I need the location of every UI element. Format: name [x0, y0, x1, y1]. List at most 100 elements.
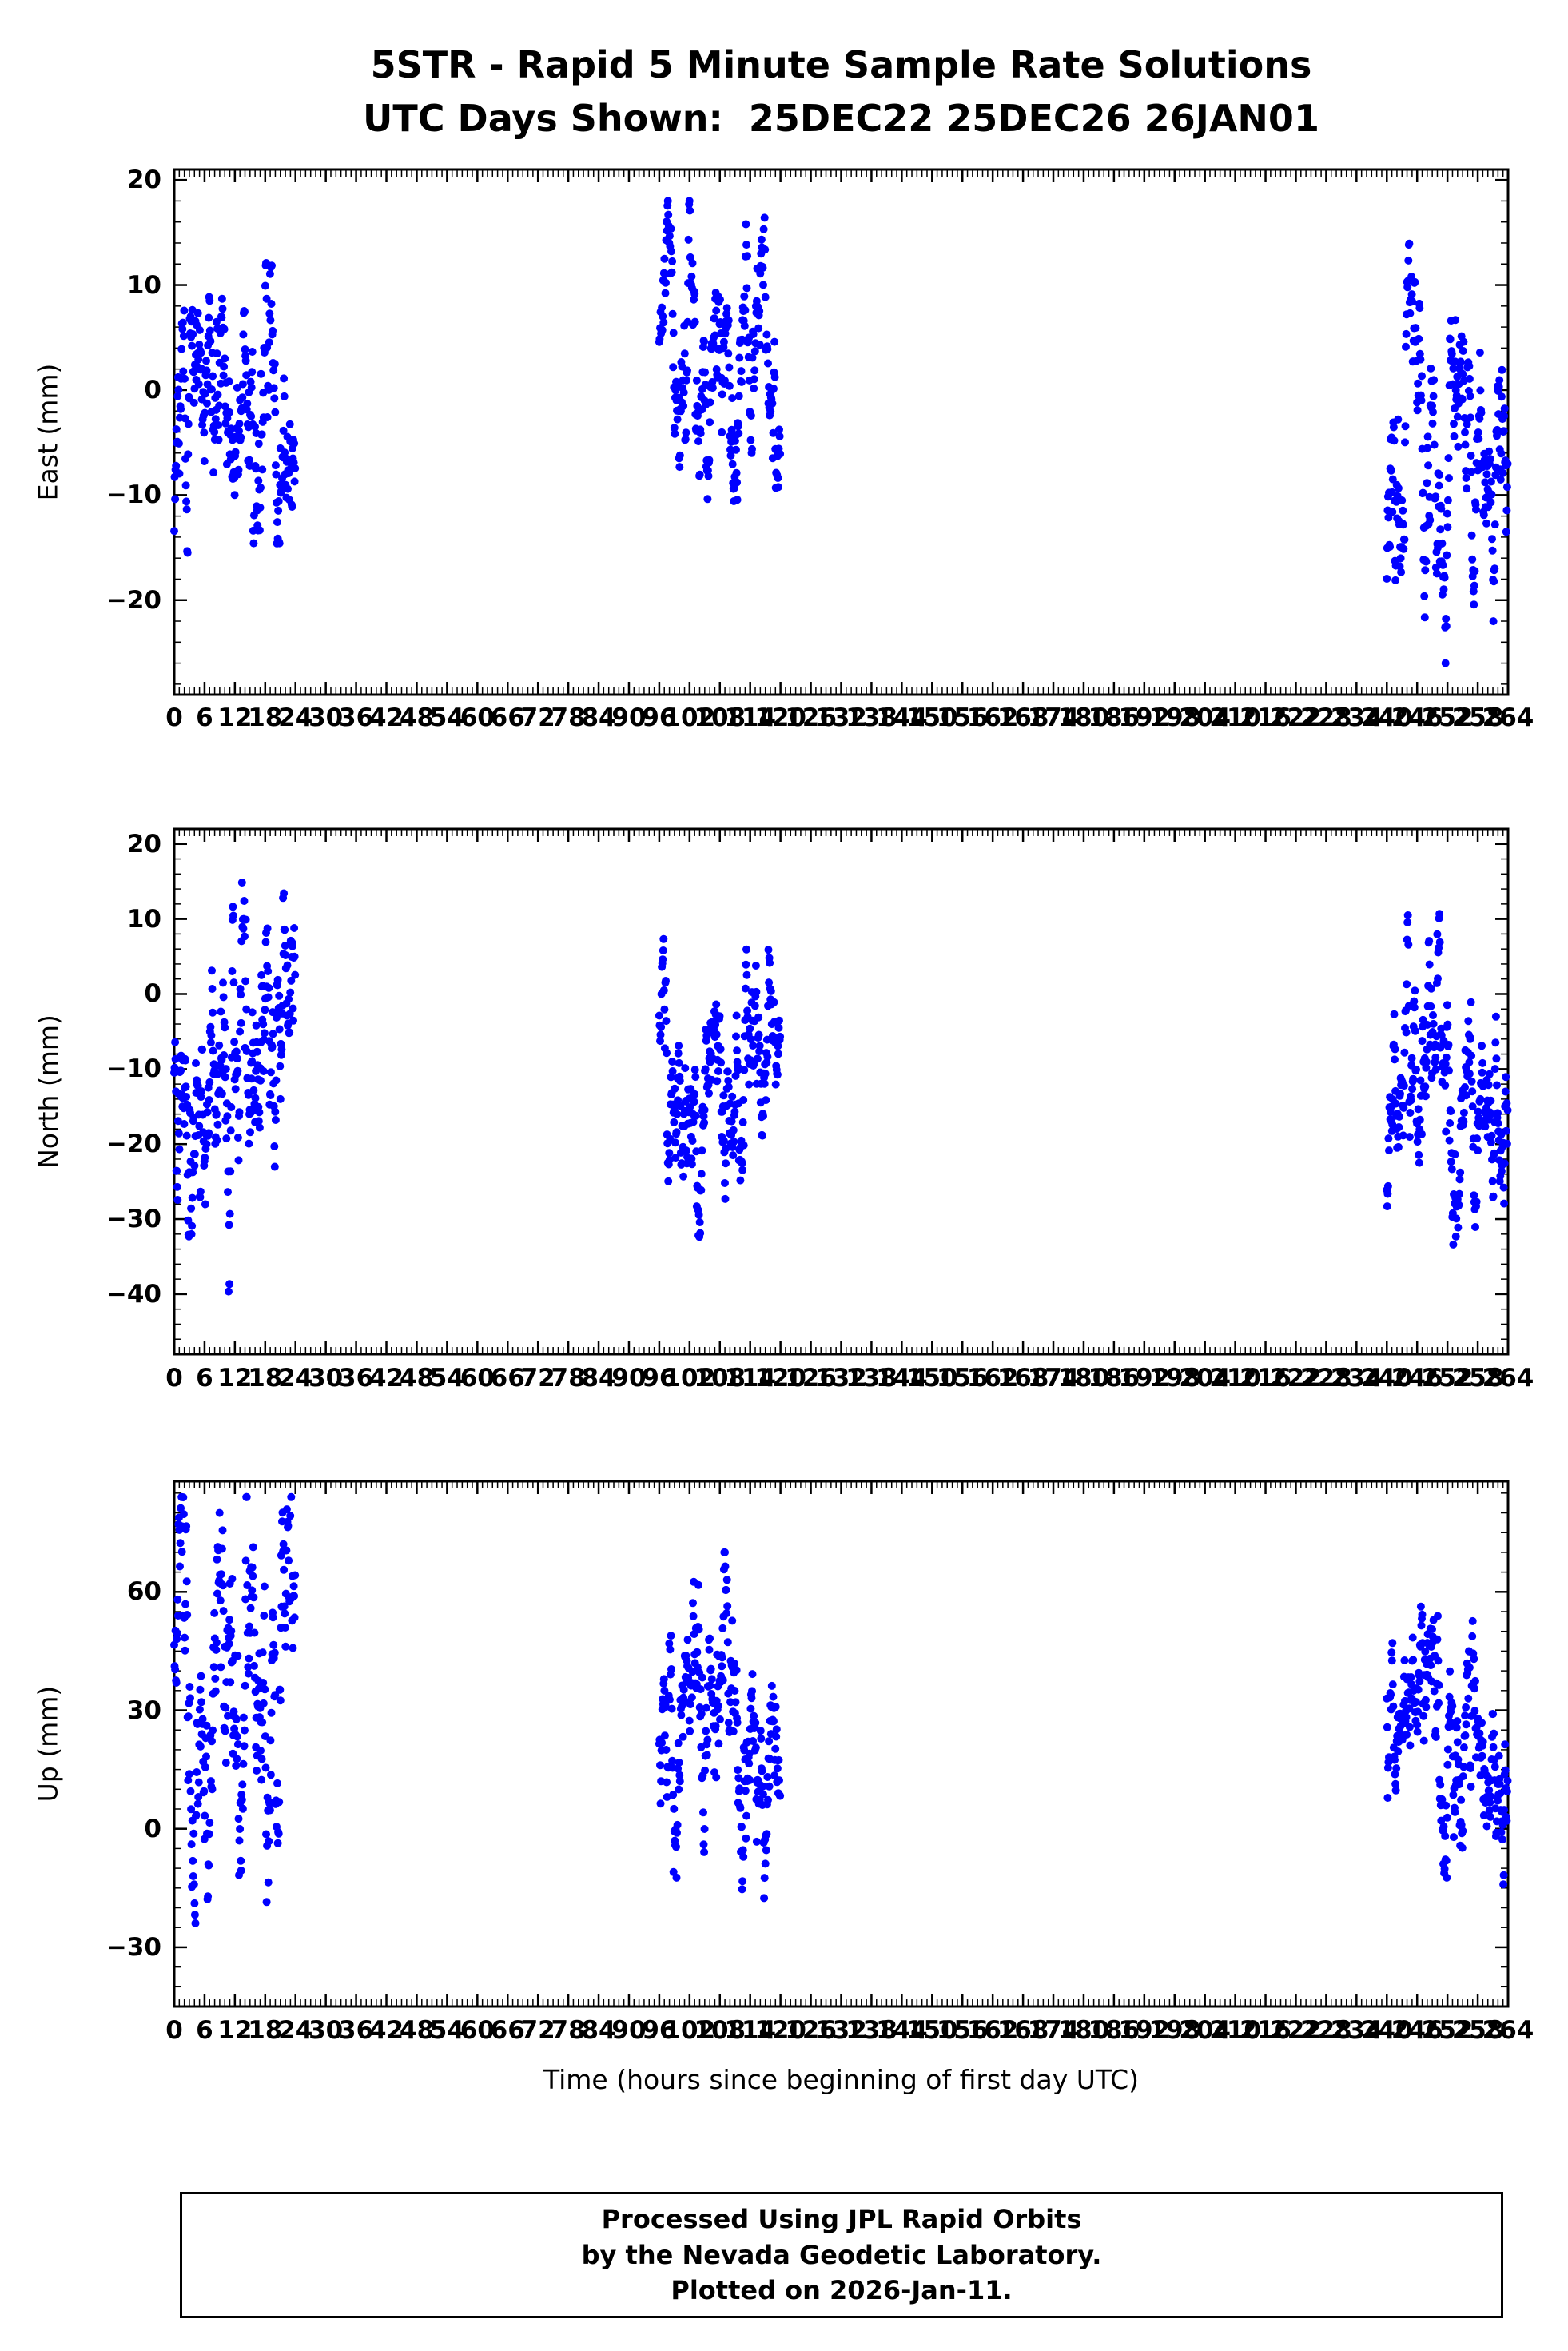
- data-point: [213, 1555, 221, 1564]
- data-point: [1447, 1107, 1455, 1116]
- data-point: [667, 225, 675, 233]
- x-tick-label: 264: [1482, 2016, 1534, 2045]
- data-point: [255, 1108, 264, 1117]
- data-point: [1452, 1723, 1461, 1732]
- data-point: [757, 1735, 766, 1743]
- data-point: [1409, 1074, 1418, 1083]
- data-point: [1439, 1823, 1448, 1831]
- data-point: [234, 1815, 243, 1823]
- data-point: [170, 527, 178, 536]
- data-point: [738, 1166, 747, 1174]
- data-point: [1478, 1068, 1486, 1077]
- data-point: [1420, 592, 1429, 600]
- data-point: [716, 295, 724, 304]
- data-point: [289, 1644, 297, 1652]
- data-point: [721, 377, 729, 385]
- data-point: [1421, 1082, 1430, 1091]
- data-point: [1422, 557, 1431, 566]
- data-point: [177, 1504, 185, 1512]
- data-point: [254, 440, 263, 448]
- data-point: [748, 1687, 756, 1696]
- data-point: [282, 457, 291, 466]
- data-point: [1487, 1131, 1496, 1140]
- data-point: [1467, 1764, 1474, 1773]
- x-tick-label: 48: [399, 2016, 435, 2045]
- data-point: [276, 1685, 285, 1694]
- data-point: [1470, 1707, 1479, 1715]
- data-point: [718, 390, 726, 399]
- data-point: [1403, 918, 1412, 926]
- data-point: [1421, 1648, 1430, 1656]
- data-point: [1408, 1633, 1417, 1642]
- data-point: [1499, 427, 1508, 436]
- data-point: [1435, 471, 1444, 480]
- x-tick-label: 0: [165, 1364, 183, 1393]
- data-point: [774, 1050, 782, 1058]
- x-tick-label: 90: [611, 2016, 647, 2045]
- data-point: [1500, 1199, 1509, 1208]
- data-point: [205, 1129, 213, 1138]
- data-point: [672, 1873, 681, 1882]
- data-point: [735, 353, 744, 362]
- data-point: [722, 1159, 730, 1168]
- x-tick-label: 18: [248, 2016, 283, 2045]
- data-point: [186, 1694, 194, 1703]
- data-point: [711, 1020, 720, 1029]
- data-point: [1478, 1042, 1486, 1050]
- data-point: [1467, 531, 1476, 540]
- data-point: [739, 1141, 748, 1150]
- data-point: [251, 422, 259, 431]
- data-point: [1470, 581, 1478, 590]
- data-point: [1410, 1003, 1419, 1012]
- data-point: [193, 1799, 202, 1808]
- data-point: [195, 1122, 204, 1130]
- x-tick-label: 18: [248, 1364, 283, 1393]
- data-point: [1406, 1109, 1415, 1117]
- data-point: [712, 1000, 721, 1009]
- data-point: [1445, 1066, 1453, 1075]
- data-point: [184, 1712, 193, 1721]
- data-point: [285, 1556, 293, 1565]
- data-point: [1503, 460, 1512, 468]
- data-point: [1384, 1134, 1393, 1143]
- x-tick-label: 144: [876, 2016, 928, 2045]
- data-point: [671, 1138, 679, 1147]
- data-point: [690, 1066, 699, 1074]
- data-point: [200, 457, 209, 465]
- data-point: [206, 1038, 215, 1047]
- data-point: [675, 463, 684, 472]
- data-point: [213, 1120, 222, 1129]
- x-tick-label: 204: [1179, 1364, 1232, 1393]
- data-point: [260, 1029, 269, 1038]
- data-point: [172, 1678, 181, 1687]
- data-point: [290, 477, 299, 486]
- x-tick-label: 126: [785, 1364, 837, 1393]
- x-tick-label: 90: [611, 1364, 647, 1393]
- data-point: [774, 483, 782, 492]
- data-point: [205, 1078, 214, 1086]
- data-point: [765, 1737, 774, 1746]
- data-point: [1439, 560, 1447, 569]
- data-point: [241, 977, 250, 986]
- data-point: [1451, 1232, 1460, 1241]
- data-point: [1501, 1087, 1510, 1096]
- data-point: [1388, 1639, 1397, 1648]
- data-point: [1391, 1045, 1399, 1054]
- data-point: [1464, 1694, 1473, 1703]
- data-point: [1383, 1723, 1391, 1731]
- data-point: [1447, 349, 1456, 358]
- data-point: [227, 1627, 236, 1636]
- data-point: [1397, 568, 1406, 576]
- data-point: [226, 1167, 235, 1176]
- data-point: [205, 1096, 213, 1104]
- data-point: [1404, 940, 1413, 949]
- data-point: [192, 1811, 201, 1819]
- data-point: [1467, 468, 1476, 476]
- data-point: [1442, 1053, 1451, 1062]
- data-point: [248, 1563, 257, 1572]
- data-point: [732, 1032, 740, 1041]
- data-point: [729, 1727, 738, 1735]
- data-point: [1477, 408, 1486, 417]
- data-point: [1486, 1812, 1494, 1821]
- data-point: [216, 1596, 225, 1605]
